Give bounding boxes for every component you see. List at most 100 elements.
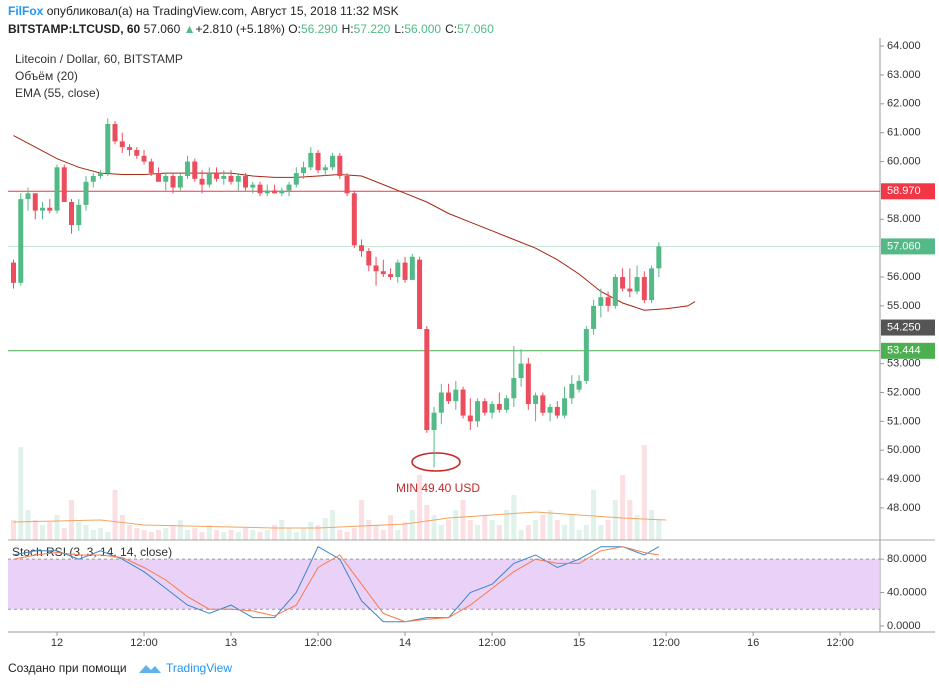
candle-body bbox=[620, 277, 626, 289]
price-label-box bbox=[881, 319, 935, 336]
volume-bar bbox=[482, 515, 488, 540]
volume-bar bbox=[83, 525, 89, 540]
x-tick-label: 15 bbox=[573, 637, 585, 649]
y-tick-label: 49.000 bbox=[887, 473, 921, 485]
candle-body bbox=[112, 124, 118, 142]
symbol: BITSTAMP:LTCUSD, 60 bbox=[8, 22, 141, 36]
y-tick-label: 51.000 bbox=[887, 415, 921, 427]
volume-bar bbox=[409, 510, 415, 540]
x-tick-label: 14 bbox=[399, 637, 411, 649]
candle-body bbox=[380, 271, 386, 275]
x-tick-label: 12:00 bbox=[478, 637, 506, 649]
candle-body bbox=[562, 398, 568, 416]
candle-body bbox=[250, 184, 256, 188]
candle-body bbox=[649, 268, 655, 301]
price-label-box bbox=[881, 183, 935, 200]
volume-bar bbox=[308, 522, 314, 540]
x-tick-label: 16 bbox=[747, 637, 759, 649]
volume-bar bbox=[605, 520, 611, 540]
candle-body bbox=[177, 175, 183, 188]
volume-bar bbox=[214, 530, 220, 540]
volume-bar bbox=[11, 520, 17, 540]
volume-bar bbox=[438, 525, 444, 540]
volume-bar bbox=[243, 528, 249, 540]
author[interactable]: FilFox bbox=[8, 4, 44, 18]
annotation-ellipse bbox=[411, 452, 461, 472]
x-tick-label: 12:00 bbox=[130, 637, 158, 649]
arrow: ▲ bbox=[183, 22, 196, 36]
candle-body bbox=[119, 141, 125, 148]
price-label: 53.444 bbox=[887, 345, 921, 357]
symbol-line: BITSTAMP:LTCUSD, 60 57.060 ▲+2.810 (+5.1… bbox=[8, 22, 498, 36]
volume-bar bbox=[518, 530, 524, 540]
volume-bar bbox=[112, 490, 118, 540]
x-tick-label: 12 bbox=[51, 637, 63, 649]
candle-body bbox=[83, 181, 89, 205]
candle-body bbox=[634, 277, 640, 292]
volume-bar bbox=[351, 528, 357, 540]
volume-bar bbox=[504, 510, 510, 540]
volume-bar bbox=[344, 532, 350, 540]
header-line: FilFox опубликовал(а) на TradingView.com… bbox=[8, 4, 399, 18]
volume-bar bbox=[641, 445, 647, 540]
candle-body bbox=[366, 251, 372, 266]
volume-bar bbox=[373, 525, 379, 540]
volume-bar bbox=[417, 475, 423, 540]
volume-bar bbox=[453, 510, 459, 540]
ohlc-value: 56.000 bbox=[404, 22, 442, 36]
candle-body bbox=[627, 288, 633, 292]
candle-body bbox=[163, 175, 169, 182]
candle-body bbox=[453, 389, 459, 402]
candle-body bbox=[286, 184, 292, 191]
candle-body bbox=[511, 378, 517, 399]
volume-bar bbox=[170, 525, 176, 540]
volume-bar bbox=[127, 525, 133, 540]
stoch-tick-label: 40.0000 bbox=[887, 586, 927, 598]
volume-bar bbox=[54, 515, 60, 540]
candle-body bbox=[496, 404, 502, 410]
volume-bar bbox=[119, 515, 125, 540]
candle-body bbox=[482, 401, 488, 413]
volume-bar bbox=[141, 530, 147, 540]
volume-bar bbox=[301, 528, 307, 540]
candle-body bbox=[388, 274, 394, 278]
candle-body bbox=[576, 380, 582, 390]
volume-bar bbox=[395, 530, 401, 540]
volume-bar bbox=[562, 525, 568, 540]
last-price: 57.060 bbox=[143, 22, 181, 36]
candle-body bbox=[591, 305, 597, 329]
change: +2.810 (+5.18%) bbox=[195, 22, 285, 36]
footer-brand[interactable]: TradingView bbox=[165, 661, 233, 675]
candle-body bbox=[264, 190, 270, 194]
ema-line bbox=[13, 135, 696, 311]
candle-body bbox=[69, 201, 75, 226]
price-label-box bbox=[881, 238, 935, 255]
candle-body bbox=[612, 277, 618, 306]
volume-bar bbox=[634, 515, 640, 540]
y-tick-label: 58.000 bbox=[887, 213, 921, 225]
y-tick-label: 48.000 bbox=[887, 502, 921, 514]
volume-bar bbox=[90, 530, 96, 540]
y-tick-label: 62.000 bbox=[887, 98, 921, 110]
price-label-box bbox=[881, 342, 935, 359]
volume-bar bbox=[322, 518, 328, 540]
footer: Создано при помощи TradingView bbox=[8, 661, 232, 676]
volume-bar bbox=[134, 528, 140, 540]
candle-body bbox=[547, 406, 553, 413]
published: опубликовал(а) на TradingView.com, Авгус… bbox=[46, 4, 399, 18]
candle-body bbox=[467, 415, 473, 422]
volume-bar bbox=[591, 490, 597, 540]
ohlc-label: L: bbox=[394, 22, 405, 36]
volume-bar bbox=[315, 525, 321, 540]
candle-body bbox=[279, 190, 285, 194]
candle-body bbox=[170, 175, 176, 188]
volume-bar bbox=[286, 528, 292, 540]
volume-bar bbox=[32, 520, 38, 540]
volume-bar bbox=[250, 530, 256, 540]
ohlc-value: 56.290 bbox=[300, 22, 338, 36]
volume-bar bbox=[25, 510, 31, 540]
candle-body bbox=[228, 175, 234, 182]
volume-bar bbox=[402, 522, 408, 540]
volume-bar bbox=[627, 500, 633, 540]
